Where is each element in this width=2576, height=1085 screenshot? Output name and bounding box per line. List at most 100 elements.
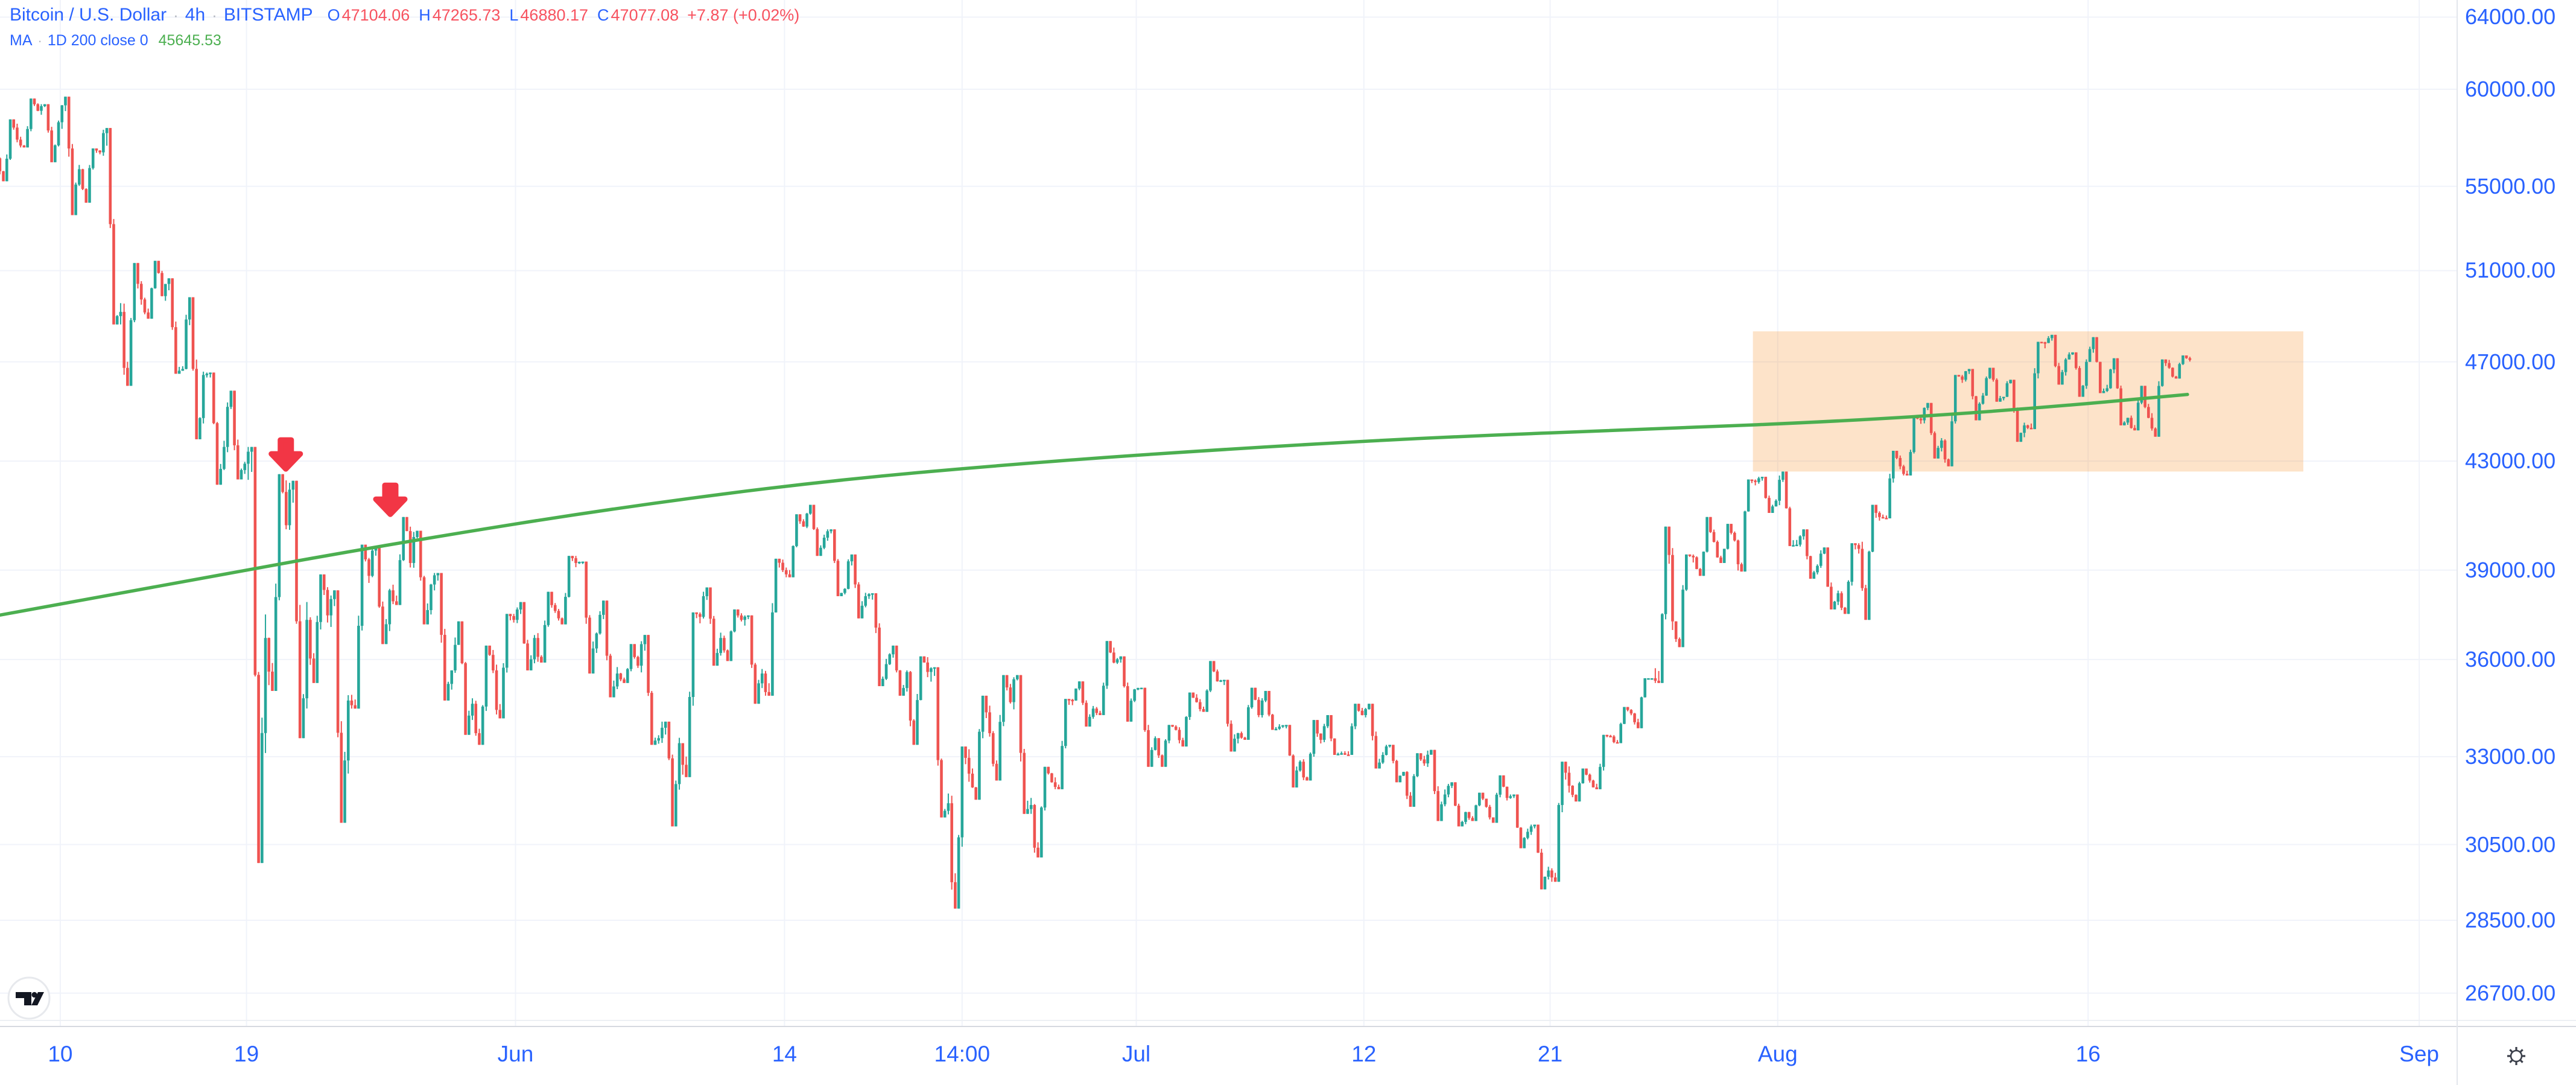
candles-day [2026,342,2047,430]
ma-params[interactable]: 1D 200 close 0 [47,32,148,49]
candles-day [350,544,370,709]
candles-day [60,97,81,215]
price-tick-label: 47000.00 [2465,349,2556,374]
ma-indicator-label[interactable]: MA [10,32,33,49]
time-tick-label: 21 [1537,1042,1563,1066]
candles-day [1778,471,1798,547]
price-tick-label: 39000.00 [2465,557,2556,582]
candles-day [19,98,40,148]
candles-day [2150,359,2171,437]
price-tick-label: 43000.00 [2465,448,2556,474]
separator-dot: · [212,6,217,24]
candles-day [329,590,350,823]
arrow-down-drawing[interactable] [373,482,408,517]
close-value: 47077.08 [611,6,679,24]
ohlc-close: C 47077.08 [597,6,679,24]
open-value: 47104.06 [341,6,410,24]
highlight-box-drawing[interactable] [1753,331,2304,472]
candles-day [40,104,60,162]
time-tick-label: 19 [234,1042,259,1066]
candles-day [536,591,557,663]
candles-day [185,297,205,439]
candles-day [1550,762,1571,882]
candles-day [639,635,661,745]
time-tick-label: 12 [1351,1042,1377,1066]
candles-day [743,615,764,704]
candles-day [2047,334,2067,385]
candles-day [826,529,846,596]
candles-day [1157,725,1178,767]
candles-day [1654,526,1674,683]
candles-day [1074,681,1095,727]
price-tick-label: 55000.00 [2465,173,2556,199]
separator-dot: · [37,33,42,48]
axis-settings-corner[interactable] [2457,1027,2576,1085]
candles-day [1633,678,1654,728]
time-tick-label: Aug [1757,1042,1798,1066]
high-value: 47265.73 [432,6,501,24]
candles-day [2088,337,2109,393]
settings-gear-icon[interactable] [2503,1043,2530,1069]
candles-day [764,558,784,696]
time-tick-label: Sep [2399,1042,2440,1066]
candles-day [1923,402,1943,459]
candles-day [433,573,454,701]
candles-day [288,480,308,739]
candles-day [1447,782,1467,827]
candles-day [309,574,329,683]
candles-day [226,390,247,480]
interval-label[interactable]: 4h [185,5,206,25]
candles-day [1757,477,1778,513]
candles-day [0,119,19,182]
candles-day [661,721,681,827]
time-axis[interactable]: 10 19 Jun 14 14:00 Jul 12 21 Aug 16 Sep [0,1026,2576,1085]
candles-day [930,667,950,818]
candles-day [143,261,163,319]
time-tick-label: Jun [497,1042,534,1066]
candles-day [370,546,392,644]
candles-day [1571,768,1591,802]
symbol-title[interactable]: Bitcoin / U.S. Dollar [10,5,167,25]
candles-day [1529,824,1550,889]
candles-day [991,675,1012,781]
price-axis[interactable]: 64000.00 60000.00 55000.00 51000.00 47000.00… [2457,0,2576,1026]
candles-day [205,372,226,485]
candles-day [1344,704,1364,756]
candles-day [1198,661,1219,712]
candles-day [474,645,495,745]
candles-day [2005,380,2026,442]
arrow-down-drawing[interactable] [268,437,303,472]
price-tick-label: 33000.00 [2465,743,2556,769]
change-value: +7.87 (+0.02%) [687,6,800,24]
price-tick-label: 28500.00 [2465,908,2556,933]
candles-day [1716,524,1736,563]
candles-day [392,517,412,605]
candles-day [247,447,267,864]
candles-day [516,602,536,670]
candles-day [598,600,619,698]
candles-day [1612,707,1633,744]
candles-day [1178,692,1198,747]
candles-day [122,262,143,386]
candles-day [1281,725,1302,788]
candles-day [1240,687,1260,740]
candles-day [412,530,433,625]
candles-day [577,561,598,674]
time-tick-label: Jul [1121,1042,1151,1066]
price-tick-label: 60000.00 [2465,76,2556,101]
candles-day [1053,699,1074,789]
candles-day [2171,355,2192,379]
candles-day [1302,720,1322,781]
candles-day [971,695,991,800]
time-tick-label: 10 [48,1042,73,1066]
candles-day [909,656,929,745]
candles-day [81,148,101,203]
candles-day [1840,543,1861,614]
exchange-label[interactable]: BITSTAMP [223,5,313,25]
ma-value: 45645.53 [158,32,221,49]
candles-day [1260,690,1281,731]
tradingview-watermark[interactable] [6,975,52,1021]
